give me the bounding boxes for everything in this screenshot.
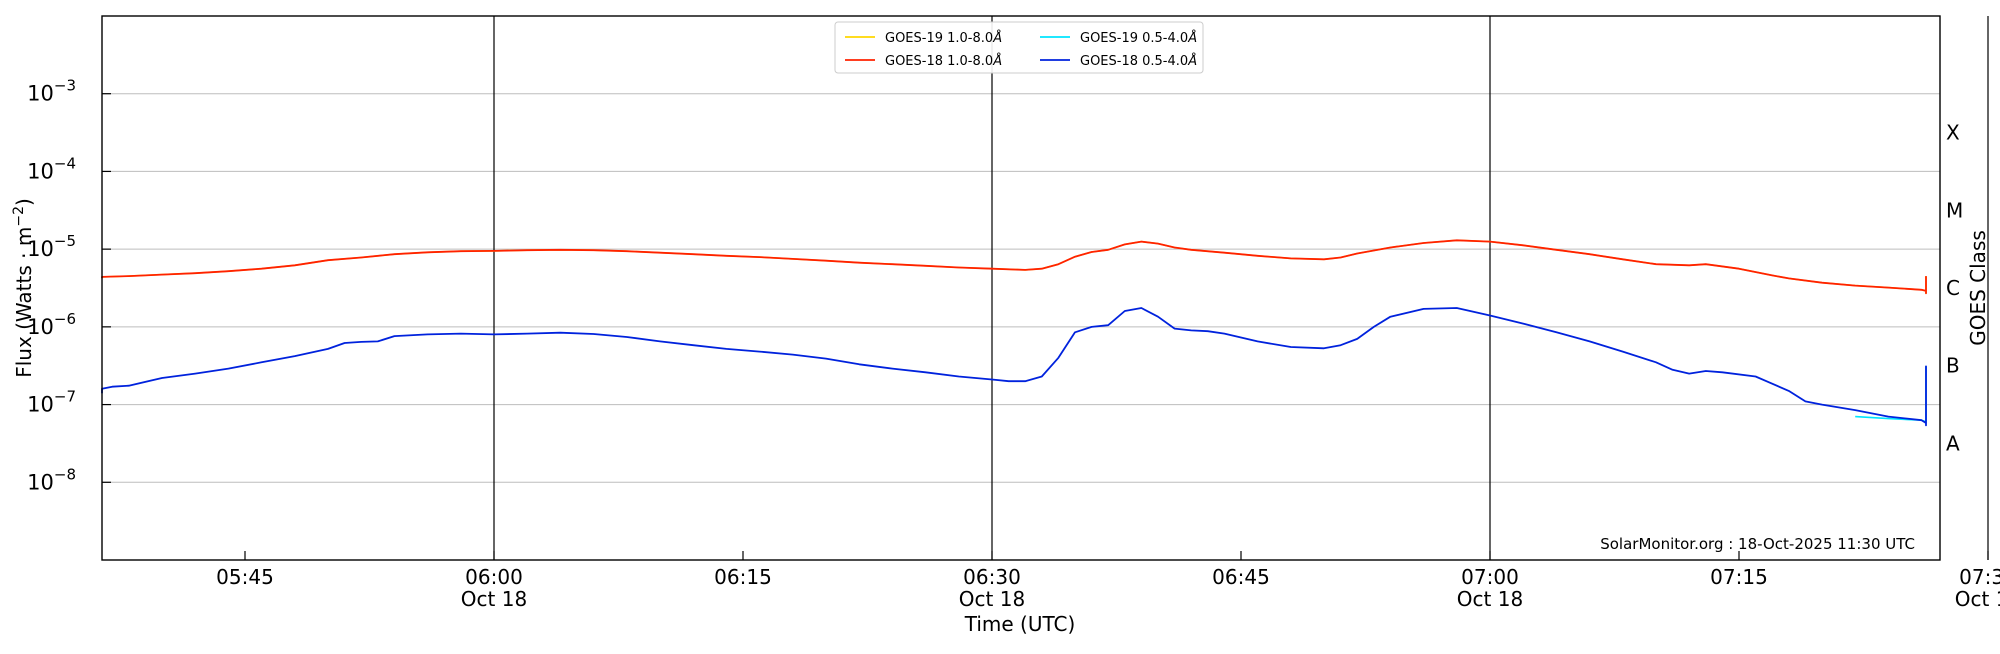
legend-label-unit: Å xyxy=(1187,30,1197,46)
goes-class-label: A xyxy=(1946,431,1960,455)
y-tick-base: 10 xyxy=(27,393,54,417)
x-tick-label: 06:45 xyxy=(1212,565,1270,589)
goes-class-labels: A B C M X xyxy=(1946,121,1963,456)
y-axis-label: Flux (Watts · m−2) xyxy=(11,198,36,378)
series-line xyxy=(101,307,1927,427)
legend-label-text: GOES-18 0.5-4.0 xyxy=(1080,54,1188,69)
y-tick-exponent: −3 xyxy=(54,77,76,95)
legend-label: GOES-19 1.0-8.0Å xyxy=(885,30,1002,46)
goes-class-axis-label: GOES Class xyxy=(1966,230,1990,346)
legend: GOES-19 1.0-8.0Å GOES-19 0.5-4.0ÅGOES-18 … xyxy=(834,21,1204,74)
x-tick-label: 06:30 xyxy=(963,565,1021,589)
y-tick-base: 10 xyxy=(27,82,54,106)
legend-label-unit: Å xyxy=(1187,53,1197,69)
series-line xyxy=(101,239,1927,295)
y-tick-base: 10 xyxy=(27,315,54,339)
legend-label-text: GOES-18 1.0-8.0 xyxy=(885,54,993,69)
legend-label-unit: Å xyxy=(992,53,1002,69)
x-axis-label: Time (UTC) xyxy=(964,612,1076,636)
x-tick-label: 05:45 xyxy=(216,565,274,589)
y-tick-base: 10 xyxy=(27,237,54,261)
y-tick-label: 10−6 xyxy=(27,310,76,339)
series-line xyxy=(101,239,1927,295)
x-tick-label: 07:15 xyxy=(1710,565,1768,589)
credit-text: SolarMonitor.org : 18-Oct-2025 11:30 UTC xyxy=(1600,535,1915,553)
y-axis-label-main: Flux (Watts · m xyxy=(12,227,36,378)
y-tick-base: 10 xyxy=(27,470,54,494)
x-tick-label: 07:00 xyxy=(1461,565,1519,589)
y-tick-label: 10−7 xyxy=(27,388,76,417)
legend-label-text: GOES-19 0.5-4.0 xyxy=(1080,31,1188,46)
y-tick-label: 10−8 xyxy=(27,465,76,494)
y-tick-exponent: −4 xyxy=(54,154,76,172)
series-line xyxy=(1855,365,1927,424)
goes-class-label: X xyxy=(1946,121,1960,145)
x-tick-label: 07:30 xyxy=(1959,565,2000,589)
y-tick-label: 10−3 xyxy=(27,77,76,106)
y-tick-base: 10 xyxy=(27,159,54,183)
legend-label-text: GOES-19 1.0-8.0 xyxy=(885,31,993,46)
y-tick-exponent: −7 xyxy=(54,388,76,406)
x-tick-label: 06:15 xyxy=(714,565,772,589)
legend-label: GOES-18 0.5-4.0Å xyxy=(1080,53,1197,69)
legend-label: GOES-18 1.0-8.0Å xyxy=(885,53,1002,69)
x-tick-date-label: Oct 18 xyxy=(959,587,1025,611)
day-marker-lines xyxy=(493,16,1989,560)
y-axis-ticks: 10−810−710−610−510−410−3 xyxy=(27,77,111,494)
grid-lines xyxy=(102,93,1940,483)
y-axis-label-sup: −2 xyxy=(11,206,27,227)
y-tick-label: 10−5 xyxy=(27,232,76,261)
x-tick-date-label: Oct 18 xyxy=(1955,587,2000,611)
y-tick-exponent: −5 xyxy=(54,232,76,250)
y-axis-label-tail: ) xyxy=(12,198,36,206)
x-tick-label: 06:00 xyxy=(465,565,523,589)
plot-frame xyxy=(101,15,1941,561)
y-tick-label: 10−4 xyxy=(27,154,76,183)
goes-class-label: C xyxy=(1946,276,1960,300)
data-series xyxy=(101,239,1927,427)
y-tick-exponent: −6 xyxy=(54,310,76,328)
goes-class-label: M xyxy=(1946,198,1963,222)
y-tick-exponent: −8 xyxy=(54,465,76,483)
legend-box xyxy=(834,21,1204,74)
x-tick-date-label: Oct 18 xyxy=(1457,587,1523,611)
goes-class-label: B xyxy=(1946,354,1960,378)
x-tick-date-label: Oct 18 xyxy=(461,587,527,611)
legend-label: GOES-19 0.5-4.0Å xyxy=(1080,30,1197,46)
legend-label-unit: Å xyxy=(992,30,1002,46)
